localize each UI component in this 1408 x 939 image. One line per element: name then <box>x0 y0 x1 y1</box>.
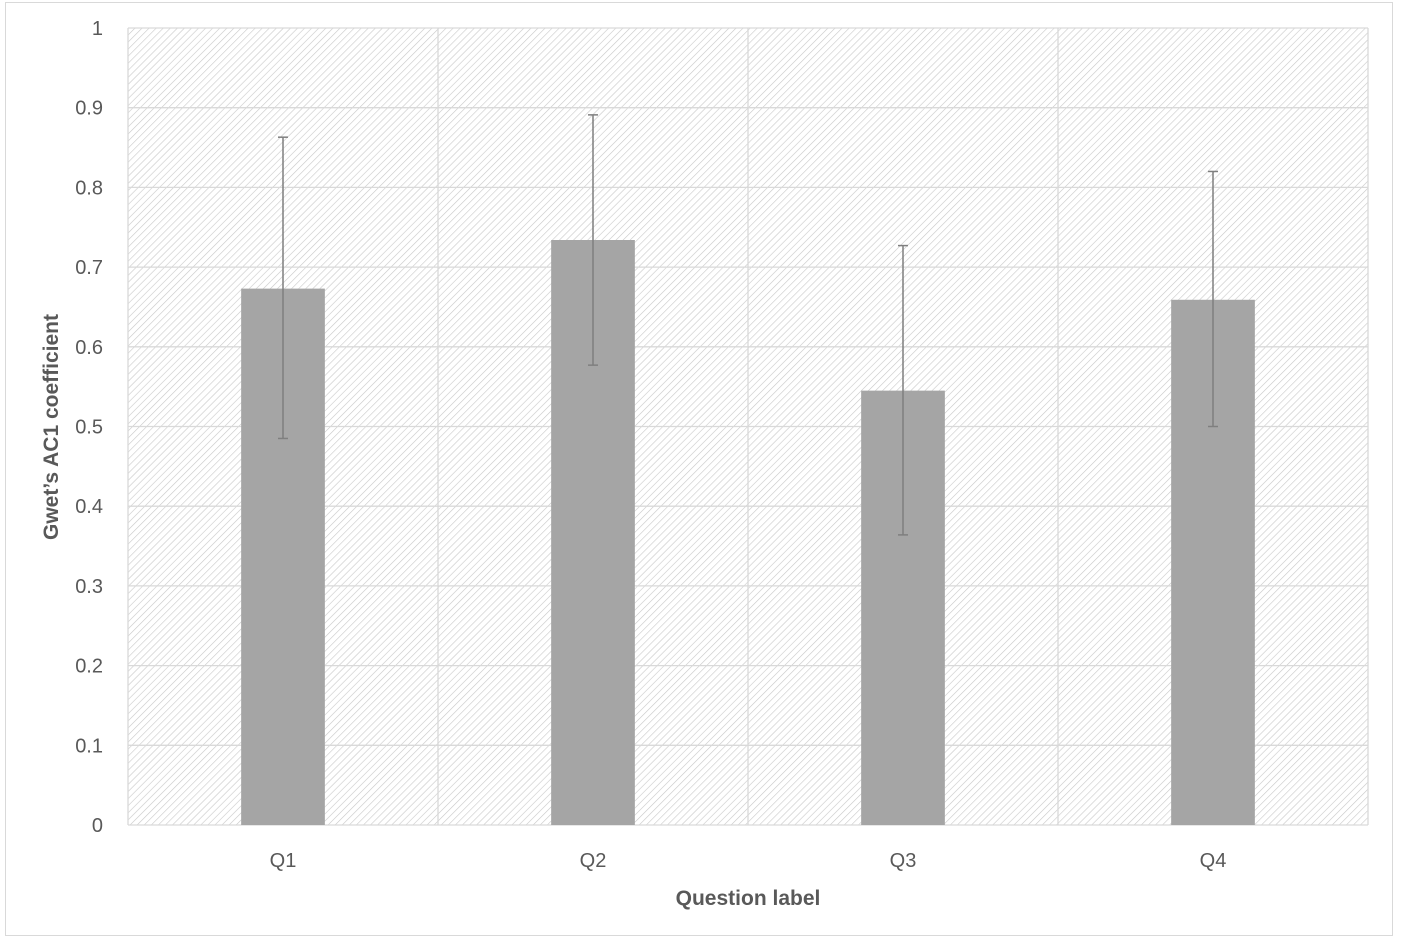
y-tick-label: 0.6 <box>75 337 103 359</box>
gridlines <box>127 27 1369 826</box>
x-tick-label-q2: Q2 <box>580 850 607 872</box>
y-tick-label: 0.8 <box>75 177 103 199</box>
error-bar-q1 <box>278 136 288 440</box>
error-bars <box>278 114 1218 536</box>
y-axis-ticks: 0 0.1 0.2 0.3 0.4 0.5 0.6 0.7 0.8 0.9 1 <box>75 18 103 837</box>
y-tick-label: 0.3 <box>75 576 103 598</box>
x-axis-title: Question label <box>676 887 821 910</box>
x-tick-label-q4: Q4 <box>1200 850 1227 872</box>
error-bar-q2 <box>588 114 598 366</box>
y-tick-label: 0.9 <box>75 98 103 120</box>
x-tick-label-q3: Q3 <box>890 850 917 872</box>
y-tick-label: 0.5 <box>75 417 103 439</box>
y-tick-label: 0.2 <box>75 656 103 678</box>
y-tick-label: 0 <box>92 815 103 837</box>
x-tick-label-q1: Q1 <box>270 850 297 872</box>
x-axis-ticks: Q1 Q2 Q3 Q4 <box>270 850 1227 872</box>
y-tick-label: 1 <box>92 18 103 40</box>
y-tick-label: 0.7 <box>75 257 103 279</box>
y-tick-label: 0.4 <box>75 496 103 518</box>
y-tick-label: 0.1 <box>75 735 103 757</box>
error-bar-q3 <box>898 244 908 536</box>
y-axis-title: Gwet’s AC1 coefficient <box>40 314 63 540</box>
error-bar-q4 <box>1208 170 1218 428</box>
